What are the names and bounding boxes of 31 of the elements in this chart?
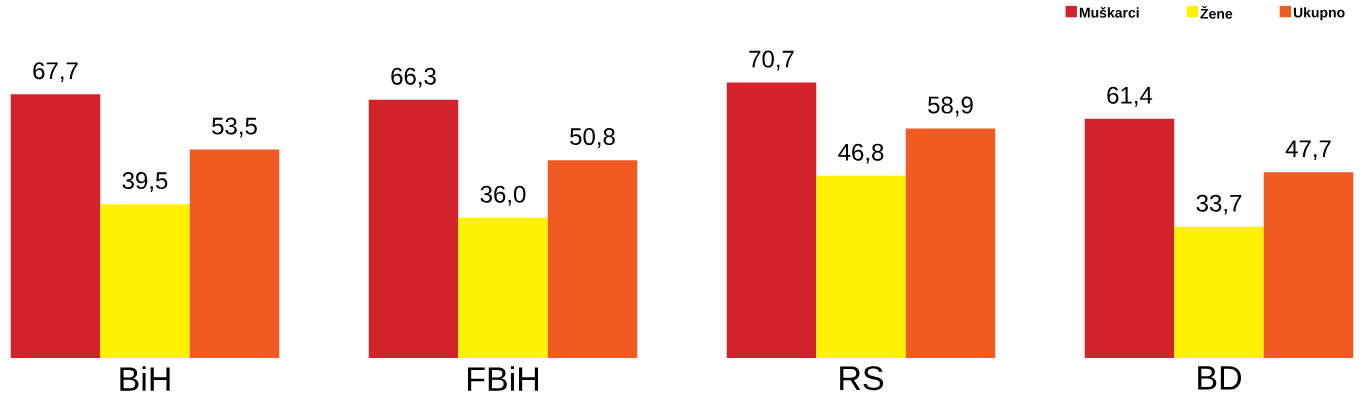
- data-label: 67,7: [33, 62, 78, 83]
- data-label: 58,9: [928, 96, 973, 117]
- x-tick-label: BiH: [120, 366, 170, 391]
- data-label: 39,5: [122, 172, 168, 192]
- x-tick-label: BD: [1198, 366, 1241, 390]
- data-label: 33,7: [1196, 194, 1242, 215]
- data-label: 61,4: [1107, 86, 1153, 107]
- bar: [100, 204, 190, 358]
- bar: [816, 175, 906, 358]
- data-label: 36,0: [480, 185, 526, 206]
- bar: [905, 128, 996, 358]
- data-label: 50,8: [570, 128, 615, 148]
- data-label: 53,5: [212, 117, 257, 138]
- legend-label: Muškarci: [1079, 7, 1139, 18]
- data-label: 66,3: [391, 67, 436, 88]
- data-label: 47,7: [1285, 140, 1331, 161]
- bar: [547, 160, 638, 358]
- bar: [10, 94, 101, 358]
- bar: [189, 149, 280, 358]
- data-label: 70,7: [749, 50, 794, 71]
- x-tick-label: FBiH: [468, 366, 539, 391]
- x-tick-label: RS: [840, 366, 884, 391]
- bar: [1263, 172, 1354, 358]
- bar: [368, 99, 459, 358]
- data-label: 46,8: [838, 143, 884, 164]
- legend-label: Žene: [1200, 5, 1233, 19]
- bar: [1084, 118, 1175, 358]
- legend-label: Ukupno: [1293, 7, 1345, 21]
- bar: [458, 217, 548, 358]
- bar: [1174, 226, 1264, 358]
- bar: [726, 82, 817, 358]
